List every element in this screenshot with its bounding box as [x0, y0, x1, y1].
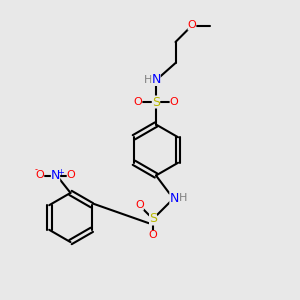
Text: S: S	[152, 95, 160, 109]
Text: -: -	[35, 166, 38, 175]
Text: N: N	[169, 191, 179, 205]
Text: N: N	[151, 73, 161, 86]
Text: O: O	[148, 230, 158, 241]
Text: O: O	[188, 20, 196, 31]
Text: N: N	[51, 169, 60, 182]
Text: O: O	[134, 97, 142, 107]
Text: H: H	[143, 74, 152, 85]
Text: H: H	[179, 193, 187, 203]
Text: O: O	[35, 170, 44, 181]
Text: O: O	[169, 97, 178, 107]
Text: S: S	[149, 212, 157, 226]
Text: O: O	[135, 200, 144, 211]
Text: +: +	[58, 168, 64, 177]
Text: O: O	[67, 170, 76, 181]
